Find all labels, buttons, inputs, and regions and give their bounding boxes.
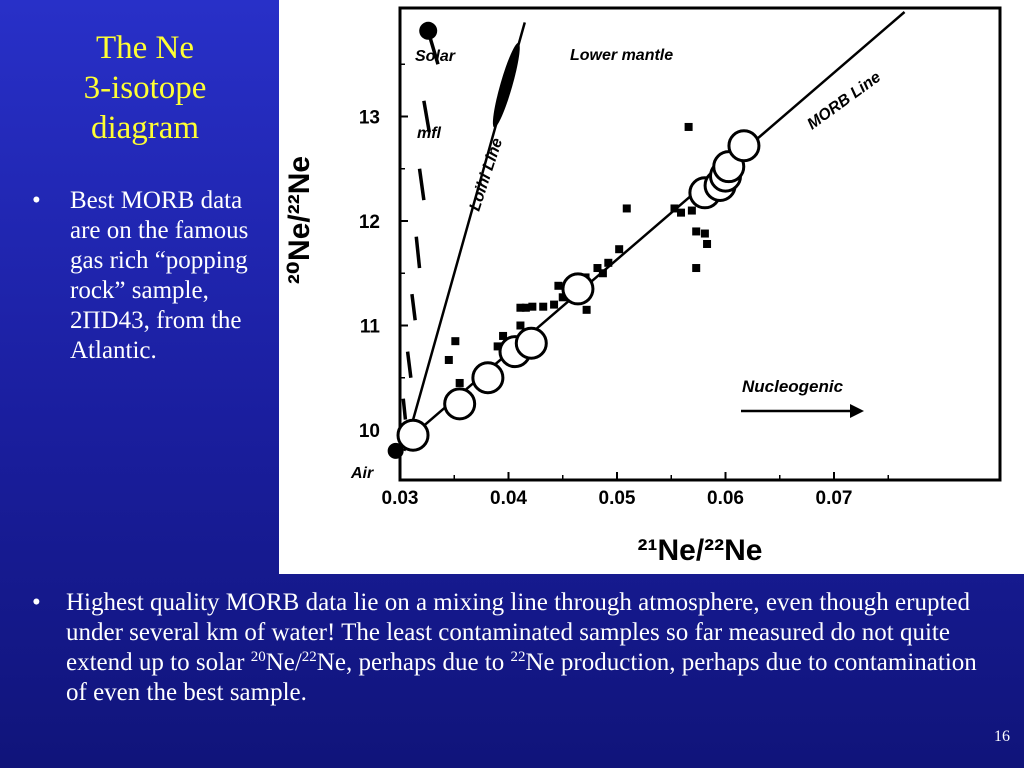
morb-square-point [692,227,701,236]
morb-square-point [582,305,591,314]
best-morb-circle [561,272,595,306]
mfl-line-dash [414,236,422,269]
morb-square-point [521,303,530,312]
morb-square-point [700,229,709,238]
morb-square-point [598,269,607,278]
morb-square-point [622,204,631,213]
x-tick-label: 0.06 [707,488,744,509]
bottom-text-part1: Highest quality MORB data lie on a mixin… [66,589,970,676]
mfl-line-dash [401,398,408,420]
air-label: Air [350,465,374,482]
mfl-line-dash [417,168,426,201]
morb-square-point [451,337,460,346]
best-morb-circle [727,129,761,163]
morb-square-point [692,264,701,273]
y-tick-label: 12 [359,212,380,233]
ne-isotope-chart: 0.03 0.04 0.05 0.06 0.07 10 11 12 13 ²¹Ne/²²Ne ²⁰N… [283,6,1002,567]
x-tick-label: 0.07 [816,488,853,509]
page-number: 16 [994,728,1010,745]
morb-square-point [528,302,537,311]
loihi-line-label: Loihi Line [467,136,507,213]
bottom-text-part2: Ne/ [265,649,302,676]
y-tick-label: 11 [360,317,381,338]
superscript-20: 20 [250,649,266,665]
morb-square-point [615,245,624,254]
side-bullet-text: Best MORB data are on the famous gas ric… [70,187,249,364]
best-morb-circle [514,326,548,360]
mfl-line-dash [410,293,417,321]
morb-square-point [455,378,464,387]
lower-mantle-field [492,42,520,128]
solar-label: Solar [415,48,456,65]
morb-square-point [554,281,563,290]
air-point [387,442,404,459]
title-line-3: diagram [90,110,200,146]
side-bullet: • Best MORB data are on the famous gas r… [32,186,272,366]
morb-square-point [687,206,696,215]
morb-square-point [516,321,525,330]
bottom-text-part4: Ne production, perhaps due to contaminat… [66,649,977,706]
morb-square-point [499,331,508,340]
mfl-line-dash [422,100,432,133]
morb-square-point [539,302,548,311]
bottom-text-part3: Ne, perhaps due to [316,649,511,676]
morb-square-point [550,300,559,309]
morb-square-point [516,303,525,312]
solar-point [419,21,438,40]
best-morb-circle [396,418,430,452]
y-tick-label: 10 [359,421,380,442]
morb-line-label: MORB Line [804,69,884,133]
x-tick-label: 0.03 [382,488,419,509]
morb-square-point [703,239,712,248]
y-axis-label: ²⁰Ne/²²Ne [283,156,316,284]
x-axis-label: ²¹Ne/²²Ne [638,534,763,567]
superscript-22: 22 [301,649,317,665]
bullet-marker: • [32,187,41,214]
mfl-label: mfl [417,125,442,142]
title-line-2: 3-isotope [83,70,207,106]
x-tick-label: 0.04 [490,488,527,509]
ne-isotope-figure: 0.03 0.04 0.05 0.06 0.07 10 11 12 13 ²¹Ne/²²Ne ²⁰N… [279,0,1024,574]
morb-square-point [670,204,679,213]
slide-title: The Ne 3-isotope diagram [20,28,270,148]
y-tick-label: 13 [359,108,380,129]
superscript-22b: 22 [510,649,526,665]
morb-square-point [493,342,502,351]
bottom-bullet: • Highest quality MORB data lie on a mix… [32,588,992,708]
mfl-line-dash [405,351,413,378]
morb-square-point [684,122,693,131]
bullet-marker: • [32,589,41,616]
x-tick-label: 0.05 [599,488,636,509]
nucleogenic-label: Nucleogenic [742,377,844,396]
bottom-bullet-text: Highest quality MORB data lie on a mixin… [66,588,992,708]
morb-square-point [558,293,567,302]
morb-square-point [593,264,602,273]
morb-square-point [604,258,613,267]
morb-square-point [677,208,686,217]
title-line-1: The Ne [95,30,195,66]
lower-mantle-label: Lower mantle [570,47,673,64]
plot-frame [398,6,1002,482]
morb-square-point [444,355,453,364]
best-morb-circle [471,361,505,395]
best-morb-circle [443,387,477,421]
nucleogenic-arrowhead [850,404,864,418]
